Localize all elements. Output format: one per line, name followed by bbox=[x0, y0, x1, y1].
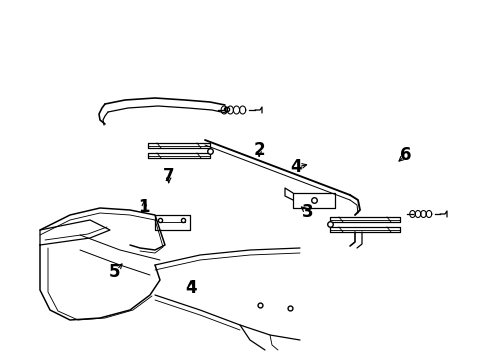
Text: 4: 4 bbox=[184, 279, 196, 297]
Text: 6: 6 bbox=[399, 146, 411, 164]
Text: 3: 3 bbox=[302, 203, 313, 221]
Text: 1: 1 bbox=[138, 198, 150, 216]
Text: 4: 4 bbox=[289, 158, 301, 176]
Text: 7: 7 bbox=[163, 167, 174, 185]
Text: 2: 2 bbox=[253, 141, 264, 159]
Text: 5: 5 bbox=[109, 263, 121, 281]
